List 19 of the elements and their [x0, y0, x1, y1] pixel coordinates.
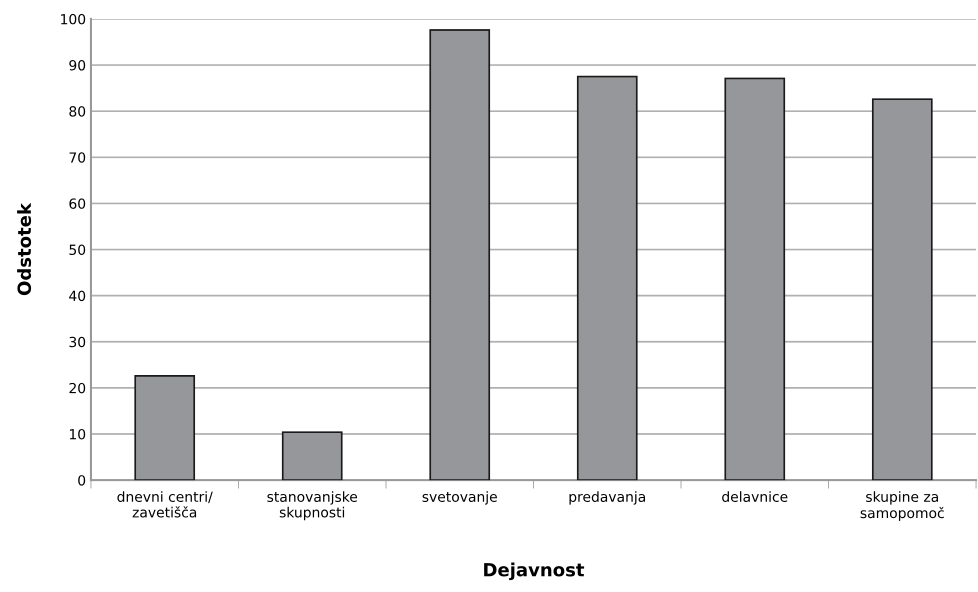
y-tick-label: 100 [61, 14, 86, 24]
x-tick-label: dnevni centri/ zavetišča [117, 491, 213, 518]
x-tick-label: svetovanje [422, 491, 497, 505]
y-tick-label: 70 [70, 152, 86, 163]
y-tick-label: 0 [78, 475, 86, 486]
y-tick-label: 40 [69, 290, 86, 302]
x-axis-title: Dejavnost [484, 562, 584, 580]
x-tick-label: skupine za samopomoč [860, 491, 944, 521]
y-tick-label: 30 [69, 336, 86, 348]
x-tick-label: predavanja [570, 491, 645, 505]
x-tick-label: delavnice [722, 491, 788, 502]
y-tick-label: 20 [69, 382, 86, 394]
y-tick-label: 80 [69, 106, 86, 117]
y-tick-label: 60 [69, 198, 86, 209]
y-axis-title: Odstotek [17, 202, 32, 296]
y-tick-label: 90 [69, 60, 86, 71]
x-tick-label: stanovanjske skupnosti [267, 491, 358, 520]
y-tick-label: 50 [69, 244, 86, 255]
y-tick-label: 10 [70, 428, 86, 440]
